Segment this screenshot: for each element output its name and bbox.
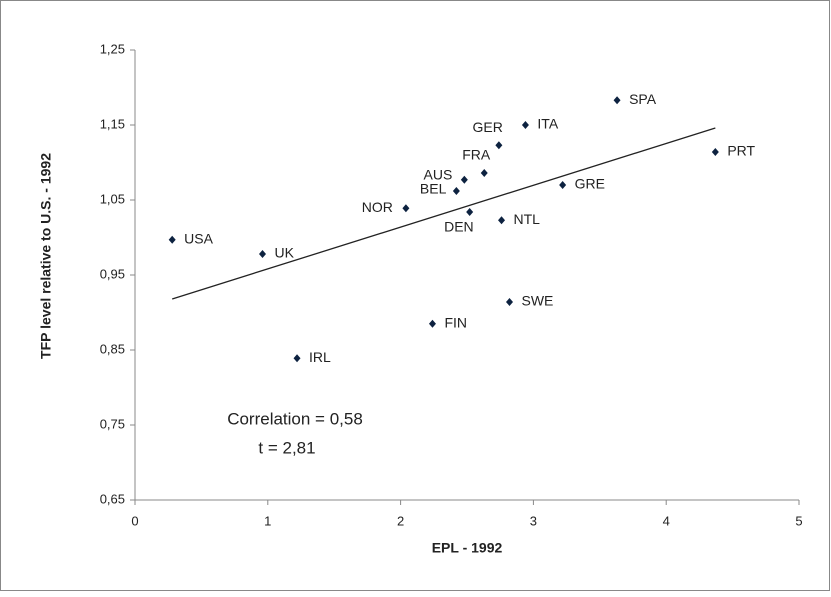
point-label: FRA xyxy=(462,147,491,163)
y-axis-label: TFP level relative to U.S. - 1992 xyxy=(38,153,54,359)
point-label: UK xyxy=(274,245,294,261)
point xyxy=(521,121,529,129)
point xyxy=(711,148,719,156)
point xyxy=(168,235,176,244)
point xyxy=(293,354,301,363)
y-tick-label: 0,65 xyxy=(100,491,125,506)
point xyxy=(505,298,513,306)
point-label: FIN xyxy=(444,314,467,330)
annotation: t = 2,81 xyxy=(258,438,315,457)
point-label: AUS xyxy=(424,166,453,182)
point-label: NOR xyxy=(362,199,393,215)
x-tick-label: 4 xyxy=(663,513,670,528)
point-label: SWE xyxy=(521,293,553,309)
point-label: SPA xyxy=(629,91,657,107)
point xyxy=(495,141,503,150)
x-tick-label: 3 xyxy=(530,513,537,528)
y-tick-label: 0,75 xyxy=(100,416,125,431)
point-label: GRE xyxy=(575,176,605,192)
point-label: BEL xyxy=(420,181,447,197)
x-tick-label: 2 xyxy=(397,513,404,528)
point xyxy=(460,175,468,184)
y-tick-label: 1,15 xyxy=(100,116,125,131)
y-tick-label: 1,25 xyxy=(100,41,125,56)
x-axis-label: EPL - 1992 xyxy=(432,540,503,556)
x-tick-label: 5 xyxy=(795,513,802,528)
point xyxy=(466,208,474,216)
point-label: USA xyxy=(184,230,213,246)
y-tick-label: 1,05 xyxy=(100,191,125,206)
point xyxy=(428,319,436,328)
x-tick-label: 0 xyxy=(131,513,138,528)
y-tick-label: 0,85 xyxy=(100,341,125,356)
point-label: GER xyxy=(473,119,503,135)
x-tick-label: 1 xyxy=(264,513,271,528)
point-label: DEN xyxy=(444,219,474,235)
point xyxy=(613,96,621,105)
point xyxy=(498,216,506,225)
point xyxy=(402,204,410,213)
point-label: PRT xyxy=(727,143,755,159)
point-label: NTL xyxy=(514,211,541,227)
point xyxy=(452,187,460,195)
point-label: ITA xyxy=(537,116,558,132)
y-tick-label: 0,95 xyxy=(100,266,125,281)
annotation: Correlation = 0,58 xyxy=(227,409,363,428)
point xyxy=(258,250,266,258)
trendline xyxy=(171,127,716,300)
point xyxy=(480,169,488,177)
point xyxy=(559,181,567,189)
point-label: IRL xyxy=(309,349,331,365)
